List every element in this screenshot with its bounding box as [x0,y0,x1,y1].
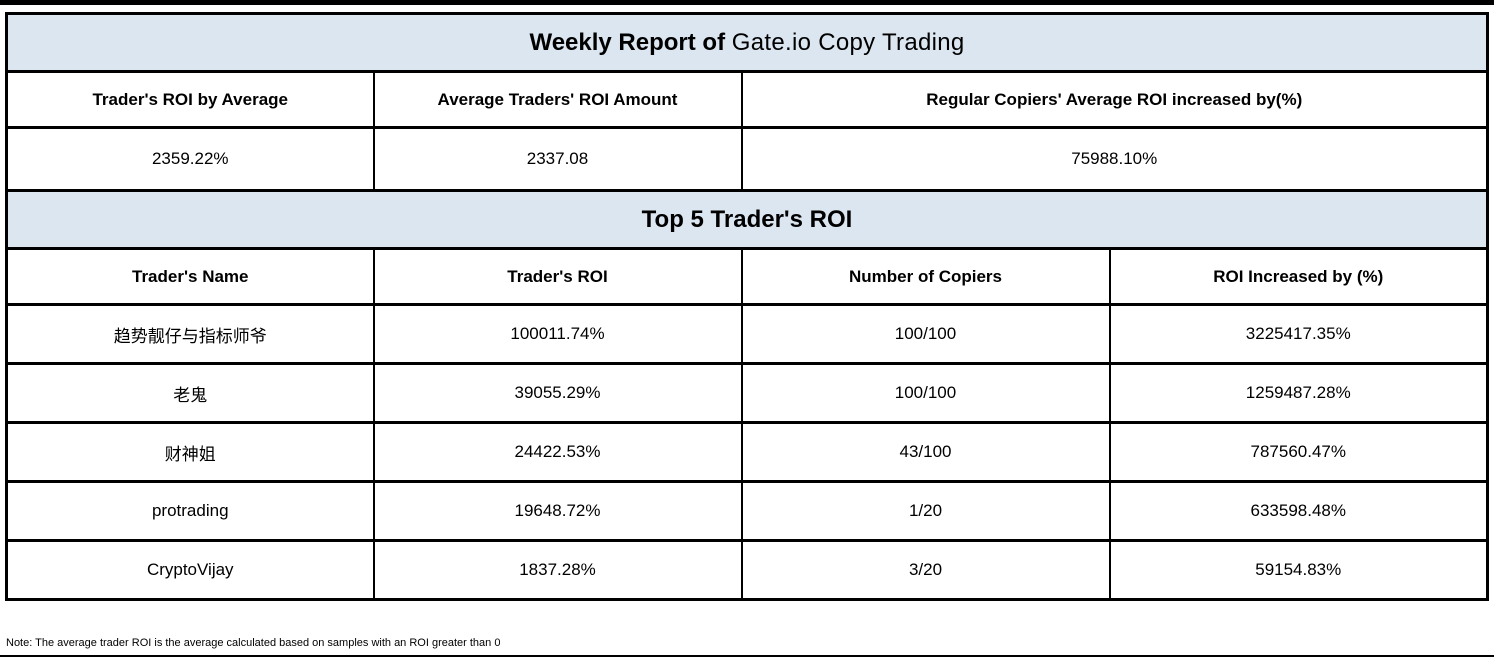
summary-value-average-traders-roi-amount: 2337.08 [372,126,743,192]
table-row: protrading 19648.72% 1/20 633598.48% [5,480,1489,542]
table-row: 老鬼 39055.29% 100/100 1259487.28% [5,362,1489,424]
copiers-cell: 100/100 [740,303,1111,365]
summary-col-header-trader-roi-by-average: Trader's ROI by Average [5,70,375,129]
footnote: Note: The average trader ROI is the aver… [6,637,501,649]
report-title: Weekly Report of Gate.io Copy Trading [5,12,1489,73]
summary-value-row: 2359.22% 2337.08 75988.10% [5,126,1489,192]
trader-roi-cell: 19648.72% [372,480,743,542]
top5-header-row: Trader's Name Trader's ROI Number of Cop… [5,247,1489,306]
roi-increase-cell: 59154.83% [1108,539,1489,601]
summary-col-header-average-traders-roi-amount: Average Traders' ROI Amount [372,70,743,129]
top5-col-header-trader-name: Trader's Name [5,247,375,306]
top5-col-header-number-of-copiers: Number of Copiers [740,247,1111,306]
trader-roi-cell: 24422.53% [372,421,743,483]
copy-trading-report-table: Weekly Report of Gate.io Copy Trading Tr… [5,12,1490,601]
trader-name-cell: 老鬼 [5,362,375,424]
report-title-brand: Gate.io Copy Trading [731,28,965,56]
trader-name-cell: CryptoVijay [5,539,375,601]
top5-col-header-roi-increased-by: ROI Increased by (%) [1108,247,1489,306]
top5-col-header-trader-roi: Trader's ROI [372,247,743,306]
table-row: CryptoVijay 1837.28% 3/20 59154.83% [5,539,1489,601]
table-row: 趋势靓仔与指标师爷 100011.74% 100/100 3225417.35% [5,303,1489,365]
summary-header-row: Trader's ROI by Average Average Traders'… [5,70,1489,129]
roi-increase-cell: 3225417.35% [1108,303,1489,365]
bottom-border-bar [0,655,1494,657]
copiers-cell: 100/100 [740,362,1111,424]
top5-title: Top 5 Trader's ROI [5,189,1489,250]
trader-name-cell: 财神姐 [5,421,375,483]
table-row: 财神姐 24422.53% 43/100 787560.47% [5,421,1489,483]
report-title-prefix: Weekly Report of [529,28,726,56]
summary-value-trader-roi-by-average: 2359.22% [5,126,375,192]
copiers-cell: 43/100 [740,421,1111,483]
copiers-cell: 1/20 [740,480,1111,542]
top-border-bar [0,0,1494,5]
trader-name-cell: 趋势靓仔与指标师爷 [5,303,375,365]
roi-increase-cell: 787560.47% [1108,421,1489,483]
roi-increase-cell: 633598.48% [1108,480,1489,542]
top5-title-row: Top 5 Trader's ROI [5,189,1489,250]
trader-roi-cell: 39055.29% [372,362,743,424]
report-title-row: Weekly Report of Gate.io Copy Trading [5,12,1489,73]
trader-roi-cell: 100011.74% [372,303,743,365]
roi-increase-cell: 1259487.28% [1108,362,1489,424]
trader-roi-cell: 1837.28% [372,539,743,601]
summary-col-header-regular-copiers-roi-increase: Regular Copiers' Average ROI increased b… [740,70,1489,129]
copiers-cell: 3/20 [740,539,1111,601]
summary-value-regular-copiers-roi-increase: 75988.10% [740,126,1489,192]
trader-name-cell: protrading [5,480,375,542]
